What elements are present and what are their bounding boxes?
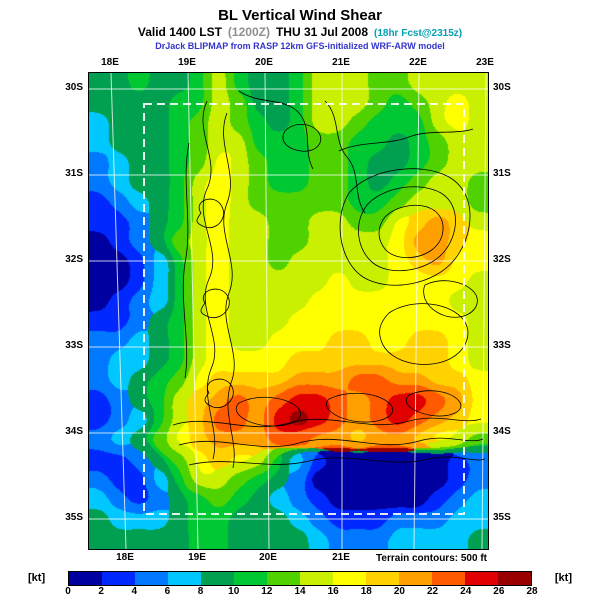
map-plot-area <box>88 72 489 550</box>
colorbar-tick: 12 <box>261 586 273 597</box>
top-axis-label: 22E <box>409 57 427 68</box>
valid-prefix: Valid 1400 LST <box>137 25 222 39</box>
left-axis-label: 32S <box>65 254 83 265</box>
colorbar-strip <box>68 571 532 586</box>
graticule-lines <box>89 73 488 549</box>
terrain-contours <box>172 90 486 469</box>
top-axis-label: 21E <box>332 57 350 68</box>
left-axis-label: 31S <box>65 168 83 179</box>
model-domain-box <box>143 103 465 515</box>
top-axis-label: 23E <box>476 57 494 68</box>
colorbar-tick: 18 <box>360 586 372 597</box>
right-axis-label: 35S <box>493 512 511 523</box>
colorbar-unit-left: [kt] <box>28 572 46 584</box>
colorbar-tick: 0 <box>65 586 71 597</box>
bottom-axis: 18E 19E 20E 21E <box>88 552 489 565</box>
top-axis-label: 20E <box>255 57 273 68</box>
top-axis-label: 19E <box>178 57 196 68</box>
right-axis-label: 30S <box>493 82 511 93</box>
page-title: BL Vertical Wind Shear <box>218 7 382 24</box>
valid-zulu: (1200Z) <box>227 25 270 39</box>
colorbar-segment <box>432 572 465 585</box>
forecast-note: (18hr Fcst@2315z) <box>374 28 463 39</box>
left-axis-label: 35S <box>65 512 83 523</box>
colorbar-tick: 26 <box>493 586 505 597</box>
colorbar-tick: 20 <box>393 586 405 597</box>
colorbar-segment <box>234 572 267 585</box>
colorbar-tick: 14 <box>294 586 306 597</box>
map-overlay <box>89 73 488 549</box>
bottom-axis-label: 19E <box>188 552 206 563</box>
shear-field-canvas <box>89 73 488 549</box>
colorbar-segment <box>333 572 366 585</box>
left-axis-label: 33S <box>65 340 83 351</box>
bottom-axis-label: 20E <box>259 552 277 563</box>
colorbar-segment <box>135 572 168 585</box>
colorbar-tick: 24 <box>460 586 472 597</box>
colorbar-tick: 28 <box>526 586 538 597</box>
terrain-contour-note: Terrain contours: 500 ft <box>376 553 487 564</box>
colorbar: [kt] 0 2 4 6 8 10 12 14 16 18 20 22 24 26 28 [kt] <box>28 571 572 599</box>
colorbar-tick: 16 <box>327 586 339 597</box>
right-axis-label: 31S <box>493 168 511 179</box>
colorbar-segment <box>102 572 135 585</box>
colorbar-segment <box>498 572 531 585</box>
colorbar-segment <box>366 572 399 585</box>
colorbar-tick: 8 <box>197 586 204 597</box>
colorbar-tick: 4 <box>131 586 138 597</box>
bottom-axis-label: 21E <box>332 552 350 563</box>
right-axis: 30S 31S 32S 33S 34S 35S <box>491 72 517 550</box>
valid-time-line: Valid 1400 LST (1200Z) THU 31 Jul 2008 (18h… <box>0 25 600 39</box>
left-axis-label: 34S <box>65 426 83 437</box>
left-axis: 30S 31S 32S 33S 34S 35S <box>59 72 85 550</box>
colorbar-tick: 2 <box>98 586 104 597</box>
colorbar-segment <box>465 572 498 585</box>
colorbar-ticks: 0 2 4 6 8 10 12 14 16 18 20 22 24 26 28 <box>65 586 537 598</box>
right-axis-label: 33S <box>493 340 511 351</box>
colorbar-unit-right: [kt] <box>554 572 572 584</box>
colorbar-tick: 10 <box>228 586 240 597</box>
left-axis-label: 30S <box>65 82 83 93</box>
colorbar-tick: 22 <box>427 586 439 597</box>
model-attribution: DrJack BLIPMAP from RASP 12km GFS-initia… <box>155 41 445 51</box>
right-axis-label: 34S <box>493 426 511 437</box>
colorbar-segment <box>201 572 234 585</box>
colorbar-tick: 6 <box>164 586 171 597</box>
colorbar-segment <box>300 572 333 585</box>
top-axis-label: 18E <box>101 57 119 68</box>
colorbar-segment <box>267 572 300 585</box>
colorbar-segment <box>69 572 102 585</box>
bottom-axis-label: 18E <box>116 552 134 563</box>
valid-date: THU 31 Jul 2008 <box>275 25 368 39</box>
top-axis: 18E 19E 20E 21E 22E 23E <box>88 57 494 70</box>
colorbar-segment <box>168 572 201 585</box>
right-axis-label: 32S <box>493 254 511 265</box>
colorbar-segment <box>399 572 432 585</box>
